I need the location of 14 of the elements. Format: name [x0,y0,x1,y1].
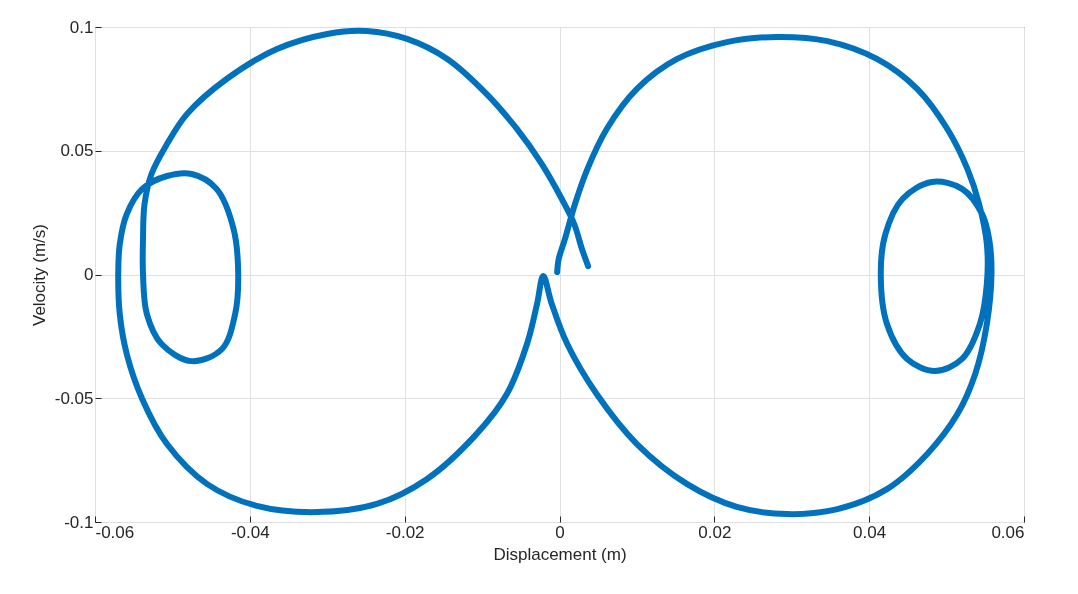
x-tick-label: 0.04 [853,522,887,542]
x-tick-label: 0 [555,522,565,542]
y-tick-label: 0.05 [60,141,94,161]
x-tick-label: 0.02 [698,522,732,542]
x-axis-title: Displacement (m) [493,544,627,564]
y-tick-label: -0.1 [64,512,94,532]
x-tick-label: -0.06 [95,522,135,542]
y-tick-label: -0.05 [54,388,94,408]
x-tick-label: 0.06 [991,522,1025,542]
y-tick-label: 0.1 [69,17,94,37]
y-axis-title: Velocity (m/s) [29,223,49,327]
x-tick-label: -0.02 [385,522,425,542]
x-tick-label: -0.04 [230,522,270,542]
y-tick-label: 0 [84,265,94,284]
